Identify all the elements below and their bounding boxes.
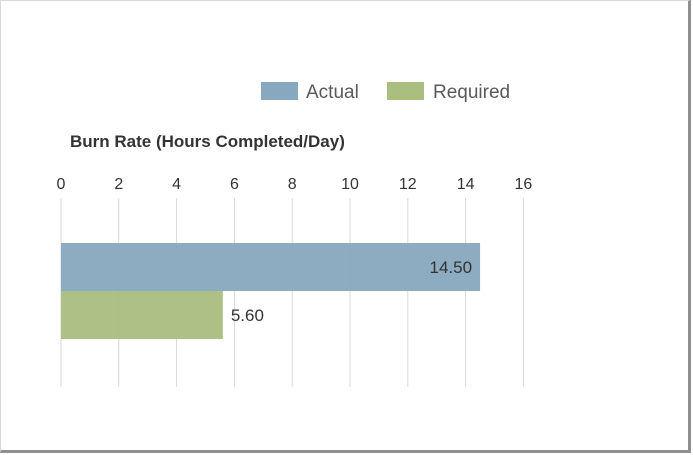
legend-swatch-required (387, 82, 424, 100)
x-tick-label-16: 16 (515, 176, 533, 193)
legend-label-required: Required (433, 82, 510, 103)
x-tick-label-0: 0 (57, 176, 66, 193)
x-tick-label-6: 6 (230, 176, 239, 193)
legend-swatch-actual (261, 82, 298, 100)
chart-title: Burn Rate (Hours Completed/Day) (70, 132, 345, 151)
data-label-actual: 14.50 (430, 258, 473, 277)
data-labels: 14.50 5.60 (231, 258, 472, 325)
x-tick-label-8: 8 (288, 176, 297, 193)
legend-label-actual: Actual (306, 82, 359, 103)
bar-actual (61, 243, 481, 291)
x-tick-label-2: 2 (114, 176, 123, 193)
x-axis-ticks: 0 2 4 6 8 10 12 14 16 (57, 176, 533, 193)
x-tick-label-10: 10 (341, 176, 359, 193)
grid-lines (60, 198, 524, 387)
bar-required (61, 291, 223, 339)
x-tick-label-14: 14 (457, 176, 475, 193)
x-tick-label-4: 4 (172, 176, 181, 193)
bars (61, 243, 481, 339)
legend: Actual Required (261, 82, 510, 103)
data-label-required: 5.60 (231, 306, 264, 325)
x-tick-label-12: 12 (399, 176, 417, 193)
